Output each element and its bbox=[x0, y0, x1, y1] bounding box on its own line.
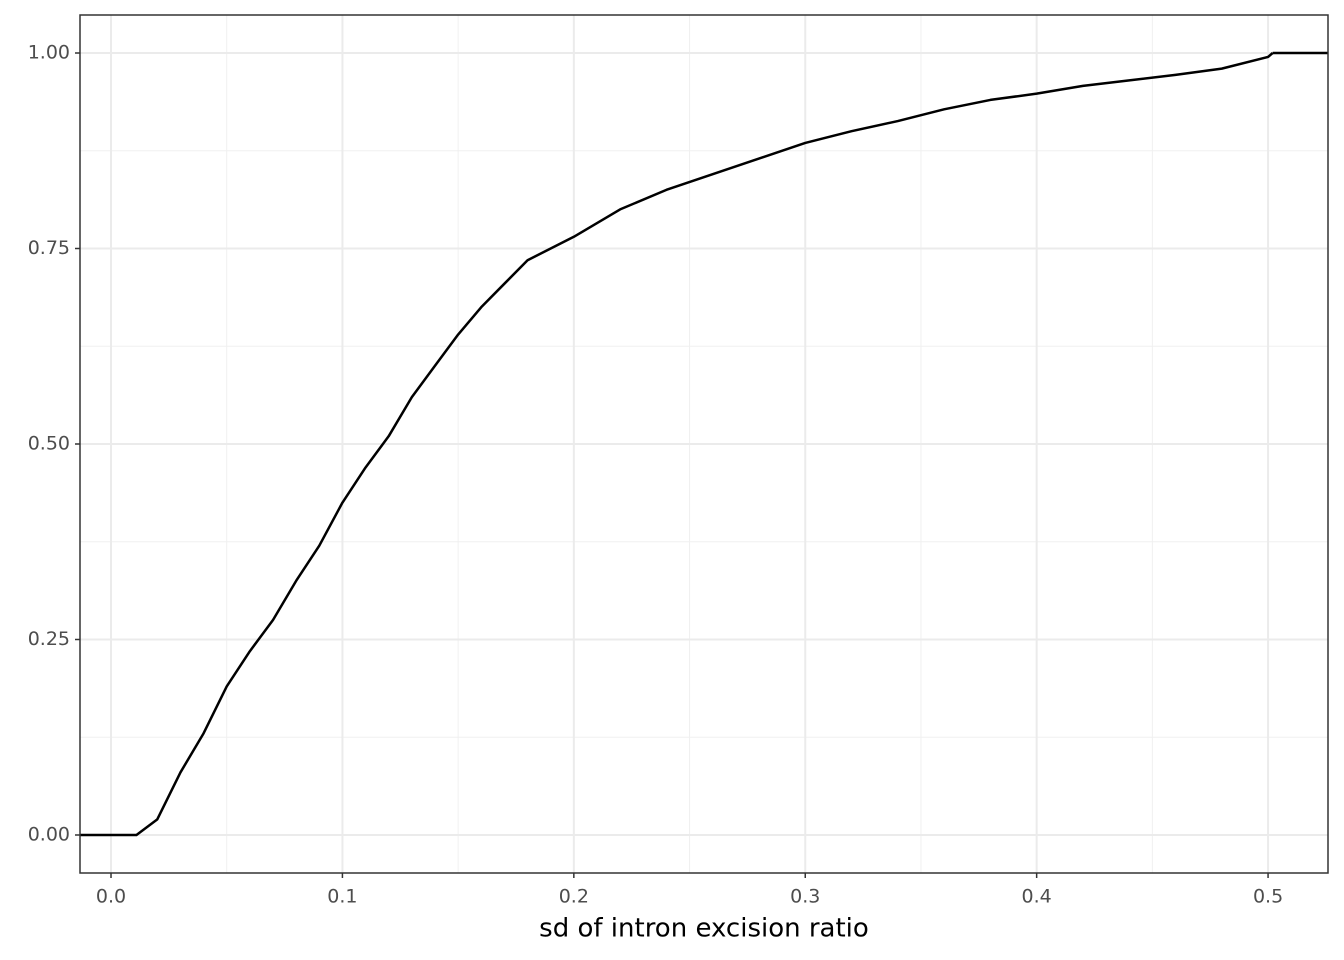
x-tick-label: 0.2 bbox=[559, 886, 589, 908]
y-tick-label: 0.25 bbox=[28, 628, 70, 650]
plot-border bbox=[79, 14, 1329, 874]
y-tick-label: 0.50 bbox=[28, 433, 70, 455]
y-tick-label: 1.00 bbox=[28, 42, 70, 64]
y-tick-label: 0.75 bbox=[28, 237, 70, 259]
x-tick-label: 0.3 bbox=[790, 886, 820, 908]
y-tick-label: 0.00 bbox=[28, 823, 70, 845]
x-tick-label: 0.5 bbox=[1253, 886, 1283, 908]
x-tick-label: 0.1 bbox=[327, 886, 357, 908]
x-axis-title: sd of intron excision ratio bbox=[539, 914, 869, 944]
x-tick-label: 0.0 bbox=[96, 886, 126, 908]
ecdf-line bbox=[111, 52, 1274, 837]
x-tick-label: 0.4 bbox=[1022, 886, 1052, 908]
